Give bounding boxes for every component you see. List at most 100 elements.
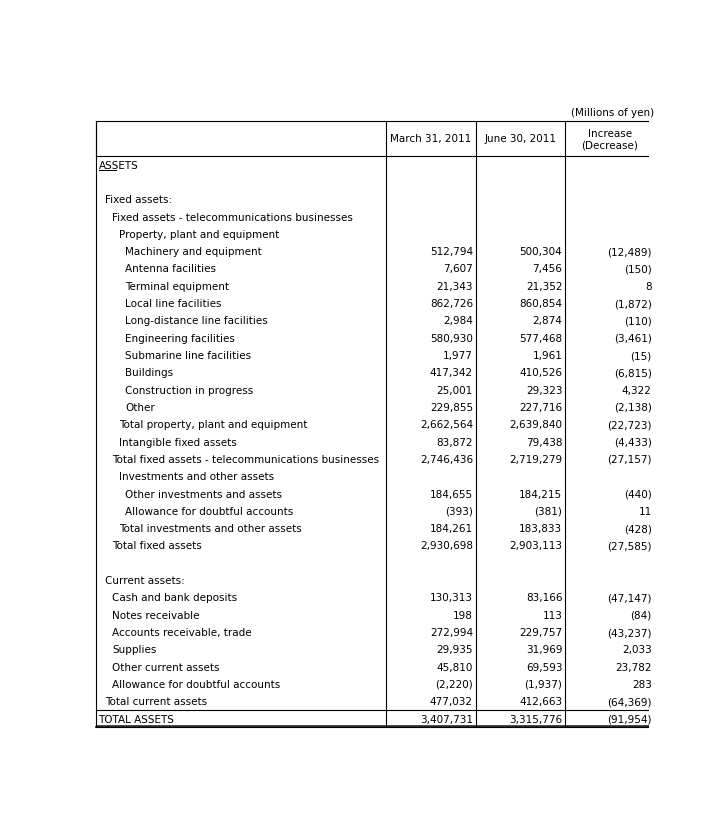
Text: Terminal equipment: Terminal equipment xyxy=(125,282,229,291)
Text: 2,903,113: 2,903,113 xyxy=(509,541,562,551)
Text: 3,407,731: 3,407,731 xyxy=(420,714,473,724)
Text: (84): (84) xyxy=(630,610,652,620)
Text: (27,585): (27,585) xyxy=(607,541,652,551)
Text: 8: 8 xyxy=(645,282,652,291)
Text: Total property, plant and equipment: Total property, plant and equipment xyxy=(119,420,307,430)
Text: (150): (150) xyxy=(624,264,652,274)
Text: (3,461): (3,461) xyxy=(614,334,652,344)
Text: 3,315,776: 3,315,776 xyxy=(509,714,562,724)
Text: Total investments and other assets: Total investments and other assets xyxy=(119,523,301,533)
Text: 29,323: 29,323 xyxy=(526,385,562,395)
Text: (2,138): (2,138) xyxy=(614,402,652,412)
Text: 2,930,698: 2,930,698 xyxy=(420,541,473,551)
Text: Total fixed assets: Total fixed assets xyxy=(112,541,202,551)
Text: (Millions of yen): (Millions of yen) xyxy=(571,108,655,118)
Text: (381): (381) xyxy=(534,506,562,516)
Text: 2,662,564: 2,662,564 xyxy=(420,420,473,430)
Text: 577,468: 577,468 xyxy=(519,334,562,344)
Text: Submarine line facilities: Submarine line facilities xyxy=(125,350,252,360)
Text: 83,166: 83,166 xyxy=(526,593,562,603)
Text: 1,961: 1,961 xyxy=(532,350,562,360)
Text: Current assets:: Current assets: xyxy=(105,575,185,585)
Text: 1,977: 1,977 xyxy=(443,350,473,360)
Text: (428): (428) xyxy=(624,523,652,533)
Text: TOTAL ASSETS: TOTAL ASSETS xyxy=(99,714,174,724)
Text: 417,342: 417,342 xyxy=(430,368,473,378)
Text: Other current assets: Other current assets xyxy=(112,662,219,672)
Text: (4,433): (4,433) xyxy=(614,437,652,447)
Text: 4,322: 4,322 xyxy=(622,385,652,395)
Text: 69,593: 69,593 xyxy=(526,662,562,672)
Text: 7,456: 7,456 xyxy=(532,264,562,274)
Text: Fixed assets:: Fixed assets: xyxy=(105,195,172,205)
Text: 227,716: 227,716 xyxy=(519,402,562,412)
Text: Engineering facilities: Engineering facilities xyxy=(125,334,235,344)
Text: (47,147): (47,147) xyxy=(607,593,652,603)
Text: 580,930: 580,930 xyxy=(430,334,473,344)
Text: Property, plant and equipment: Property, plant and equipment xyxy=(119,229,279,239)
Text: 410,526: 410,526 xyxy=(519,368,562,378)
Text: 512,794: 512,794 xyxy=(430,247,473,257)
Text: 21,343: 21,343 xyxy=(436,282,473,291)
Text: (12,489): (12,489) xyxy=(607,247,652,257)
Text: Buildings: Buildings xyxy=(125,368,174,378)
Text: 23,782: 23,782 xyxy=(615,662,652,672)
Text: 2,033: 2,033 xyxy=(622,644,652,655)
Text: Machinery and equipment: Machinery and equipment xyxy=(125,247,262,257)
Text: 113: 113 xyxy=(542,610,562,620)
Text: Long-distance line facilities: Long-distance line facilities xyxy=(125,316,268,326)
Text: Investments and other assets: Investments and other assets xyxy=(119,472,274,482)
Text: Notes receivable: Notes receivable xyxy=(112,610,200,620)
Text: 130,313: 130,313 xyxy=(430,593,473,603)
Text: 2,746,436: 2,746,436 xyxy=(420,455,473,465)
Text: Allowance for doubtful accounts: Allowance for doubtful accounts xyxy=(125,506,293,516)
Text: (110): (110) xyxy=(624,316,652,326)
Text: (440): (440) xyxy=(624,489,652,499)
Text: 2,984: 2,984 xyxy=(443,316,473,326)
Text: 2,719,279: 2,719,279 xyxy=(509,455,562,465)
Text: June 30, 2011: June 30, 2011 xyxy=(485,134,557,144)
Text: 184,261: 184,261 xyxy=(430,523,473,533)
Text: (6,815): (6,815) xyxy=(614,368,652,378)
Text: Increase
(Decrease): Increase (Decrease) xyxy=(581,128,638,150)
Text: 21,352: 21,352 xyxy=(526,282,562,291)
Text: Local line facilities: Local line facilities xyxy=(125,299,222,309)
Text: 477,032: 477,032 xyxy=(430,696,473,706)
Text: Other: Other xyxy=(125,402,155,412)
Text: Cash and bank deposits: Cash and bank deposits xyxy=(112,593,237,603)
Text: 25,001: 25,001 xyxy=(437,385,473,395)
Text: 198: 198 xyxy=(453,610,473,620)
Text: 79,438: 79,438 xyxy=(526,437,562,447)
Text: 7,607: 7,607 xyxy=(443,264,473,274)
Text: Supplies: Supplies xyxy=(112,644,156,655)
Text: (393): (393) xyxy=(445,506,473,516)
Text: 862,726: 862,726 xyxy=(430,299,473,309)
Text: 2,874: 2,874 xyxy=(532,316,562,326)
Text: (91,954): (91,954) xyxy=(607,714,652,724)
Text: 229,757: 229,757 xyxy=(519,628,562,638)
Text: Total fixed assets - telecommunications businesses: Total fixed assets - telecommunications … xyxy=(112,455,379,465)
Text: (27,157): (27,157) xyxy=(607,455,652,465)
Text: (22,723): (22,723) xyxy=(607,420,652,430)
Text: (64,369): (64,369) xyxy=(607,696,652,706)
Text: ASSETS: ASSETS xyxy=(99,161,138,171)
Text: Fixed assets - telecommunications businesses: Fixed assets - telecommunications busine… xyxy=(112,212,353,222)
Text: 31,969: 31,969 xyxy=(526,644,562,655)
Text: Construction in progress: Construction in progress xyxy=(125,385,254,395)
Text: 229,855: 229,855 xyxy=(430,402,473,412)
Text: 184,655: 184,655 xyxy=(430,489,473,499)
Text: Allowance for doubtful accounts: Allowance for doubtful accounts xyxy=(112,679,280,689)
Text: (15): (15) xyxy=(630,350,652,360)
Text: Intangible fixed assets: Intangible fixed assets xyxy=(119,437,236,447)
Text: 184,215: 184,215 xyxy=(519,489,562,499)
Text: (2,220): (2,220) xyxy=(435,679,473,689)
Text: 412,663: 412,663 xyxy=(519,696,562,706)
Text: Accounts receivable, trade: Accounts receivable, trade xyxy=(112,628,252,638)
Text: 29,935: 29,935 xyxy=(436,644,473,655)
Text: (1,937): (1,937) xyxy=(524,679,562,689)
Text: 183,833: 183,833 xyxy=(519,523,562,533)
Text: March 31, 2011: March 31, 2011 xyxy=(390,134,472,144)
Text: 45,810: 45,810 xyxy=(436,662,473,672)
Text: Other investments and assets: Other investments and assets xyxy=(125,489,283,499)
Text: 283: 283 xyxy=(632,679,652,689)
